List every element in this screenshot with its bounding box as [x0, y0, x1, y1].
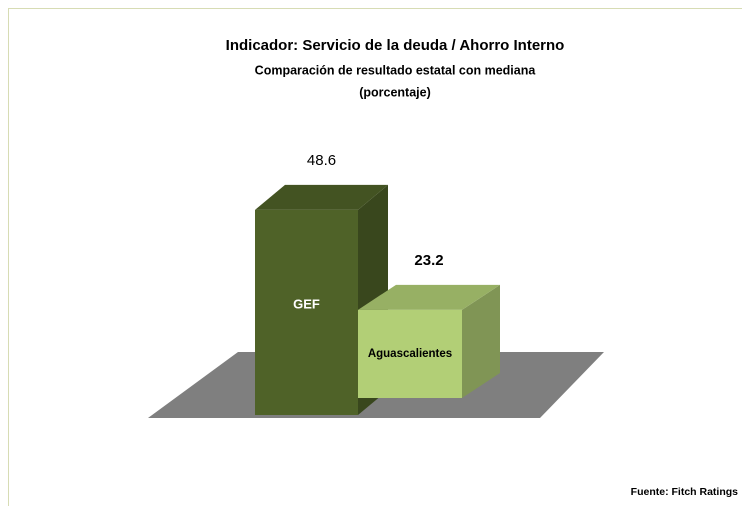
chart-title: Indicador: Servicio de la deuda / Ahorro… [226, 37, 565, 54]
chart-subtitle: (porcentaje) [359, 85, 431, 99]
bar [255, 209, 358, 415]
bar-top [358, 284, 500, 310]
data-label: 23.2 [414, 252, 443, 269]
bar-side [462, 284, 500, 398]
bar-category-label: Aguascalientes [368, 348, 452, 360]
data-label: 48.6 [307, 152, 336, 169]
chart-subtitle: Comparación de resultado estatal con med… [255, 63, 537, 77]
bar [358, 309, 462, 398]
source-note: Fuente: Fitch Ratings [631, 486, 738, 498]
bar-top [255, 184, 388, 210]
bar-category-label: GEF [293, 296, 320, 311]
